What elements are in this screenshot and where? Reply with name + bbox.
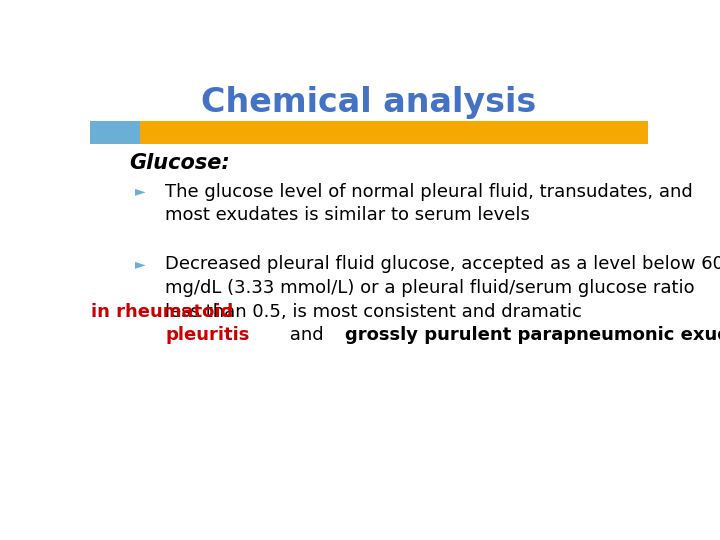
Text: less than 0.5, is most consistent and dramatic: less than 0.5, is most consistent and dr… bbox=[166, 303, 588, 321]
Bar bbox=[140, 121, 648, 144]
Text: grossly purulent parapneumonic exudates: grossly purulent parapneumonic exudates bbox=[345, 327, 720, 345]
Text: in rheumatoid: in rheumatoid bbox=[91, 303, 233, 321]
Text: Glucose:: Glucose: bbox=[129, 152, 230, 172]
Text: Chemical analysis: Chemical analysis bbox=[202, 86, 536, 119]
Text: ►: ► bbox=[135, 258, 145, 272]
Text: Decreased pleural fluid glucose, accepted as a level below 60: Decreased pleural fluid glucose, accepte… bbox=[166, 255, 720, 273]
Text: mg/dL (3.33 mmol/L) or a pleural fluid/serum glucose ratio: mg/dL (3.33 mmol/L) or a pleural fluid/s… bbox=[166, 279, 695, 297]
Text: pleuritis: pleuritis bbox=[166, 327, 250, 345]
Text: ►: ► bbox=[135, 185, 145, 199]
Text: and: and bbox=[284, 327, 329, 345]
Text: less than 0.5, is most consistent and dramatic: less than 0.5, is most consistent and dr… bbox=[0, 539, 1, 540]
Text: The glucose level of normal pleural fluid, transudates, and: The glucose level of normal pleural flui… bbox=[166, 183, 693, 201]
Text: most exudates is similar to serum levels: most exudates is similar to serum levels bbox=[166, 206, 530, 224]
Bar bbox=[90, 121, 140, 144]
